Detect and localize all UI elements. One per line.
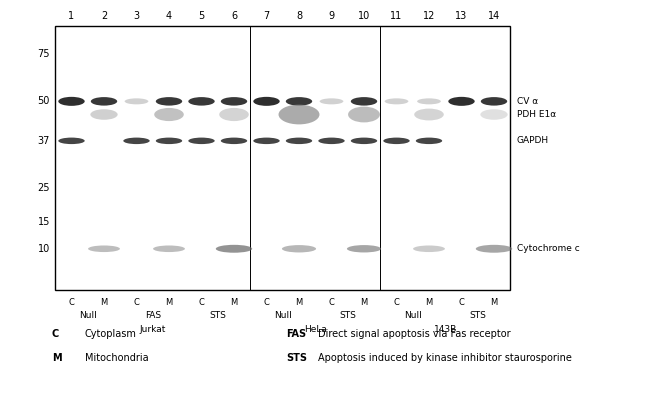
Text: 6: 6 <box>231 11 237 21</box>
Text: M: M <box>100 298 108 307</box>
Text: 4: 4 <box>166 11 172 21</box>
Text: M: M <box>230 298 238 307</box>
Ellipse shape <box>385 98 408 104</box>
Ellipse shape <box>416 138 442 144</box>
Text: 25: 25 <box>38 183 50 193</box>
Text: STS: STS <box>339 311 356 320</box>
Text: 7: 7 <box>263 11 270 21</box>
Text: C: C <box>198 298 205 307</box>
Text: C: C <box>458 298 465 307</box>
Text: PDH E1α: PDH E1α <box>517 110 556 119</box>
Ellipse shape <box>91 97 117 106</box>
Ellipse shape <box>58 138 84 144</box>
Text: 9: 9 <box>328 11 335 21</box>
Ellipse shape <box>476 245 512 253</box>
Text: 2: 2 <box>101 11 107 21</box>
Text: Mitochondria: Mitochondria <box>84 354 148 363</box>
Text: Cytochrome c: Cytochrome c <box>517 244 580 253</box>
Text: GAPDH: GAPDH <box>517 136 549 145</box>
Ellipse shape <box>414 109 444 120</box>
Ellipse shape <box>221 138 247 144</box>
Text: M: M <box>360 298 368 307</box>
Ellipse shape <box>286 138 312 144</box>
Ellipse shape <box>320 98 343 104</box>
Text: STS: STS <box>469 311 486 320</box>
Text: STS: STS <box>286 354 307 363</box>
Ellipse shape <box>481 97 507 106</box>
Ellipse shape <box>254 97 280 106</box>
Ellipse shape <box>351 97 377 106</box>
Ellipse shape <box>286 97 312 106</box>
Text: 15: 15 <box>38 217 50 228</box>
Text: Direct signal apoptosis via Fas receptor: Direct signal apoptosis via Fas receptor <box>318 329 511 339</box>
Text: STS: STS <box>209 311 226 320</box>
Ellipse shape <box>58 97 84 106</box>
Text: Null: Null <box>404 311 422 320</box>
Ellipse shape <box>278 104 320 124</box>
Ellipse shape <box>219 108 249 121</box>
Ellipse shape <box>125 98 148 104</box>
Text: C: C <box>393 298 400 307</box>
Text: HeLa: HeLa <box>304 325 327 334</box>
Text: 37: 37 <box>38 136 50 146</box>
Ellipse shape <box>153 245 185 252</box>
Ellipse shape <box>156 138 182 144</box>
Ellipse shape <box>188 97 215 106</box>
Ellipse shape <box>216 245 252 253</box>
Text: M: M <box>295 298 303 307</box>
Ellipse shape <box>318 138 344 144</box>
Text: C: C <box>263 298 270 307</box>
Ellipse shape <box>282 245 316 252</box>
Text: Null: Null <box>79 311 97 320</box>
Text: 14: 14 <box>488 11 500 21</box>
Text: C: C <box>52 329 59 339</box>
Text: 13: 13 <box>456 11 467 21</box>
Ellipse shape <box>413 245 445 252</box>
Ellipse shape <box>351 138 377 144</box>
Text: CV α: CV α <box>517 97 538 106</box>
Text: M: M <box>490 298 498 307</box>
Ellipse shape <box>154 108 184 121</box>
Ellipse shape <box>448 97 474 106</box>
Text: 143B: 143B <box>434 325 457 334</box>
Text: Jurkat: Jurkat <box>140 325 166 334</box>
Ellipse shape <box>384 138 410 144</box>
Ellipse shape <box>480 109 508 120</box>
Text: 10: 10 <box>38 244 50 254</box>
Ellipse shape <box>188 138 215 144</box>
Text: C: C <box>328 298 335 307</box>
Text: 12: 12 <box>422 11 436 21</box>
Text: M: M <box>165 298 173 307</box>
Ellipse shape <box>254 138 280 144</box>
Text: FAS: FAS <box>286 329 306 339</box>
Ellipse shape <box>88 245 120 252</box>
FancyBboxPatch shape <box>55 26 510 290</box>
Text: 11: 11 <box>391 11 402 21</box>
Text: M: M <box>425 298 433 307</box>
Ellipse shape <box>124 138 150 144</box>
Ellipse shape <box>90 109 118 120</box>
Text: C: C <box>68 298 75 307</box>
Text: 50: 50 <box>38 96 50 107</box>
Ellipse shape <box>417 98 441 104</box>
Text: Cytoplasm: Cytoplasm <box>84 329 136 339</box>
Text: Null: Null <box>274 311 292 320</box>
Ellipse shape <box>221 97 247 106</box>
Text: FAS: FAS <box>145 311 161 320</box>
Text: Apoptosis induced by kinase inhibitor staurosporine: Apoptosis induced by kinase inhibitor st… <box>318 354 573 363</box>
Ellipse shape <box>348 107 380 122</box>
Text: 8: 8 <box>296 11 302 21</box>
Text: 10: 10 <box>358 11 370 21</box>
Text: 3: 3 <box>133 11 140 21</box>
Text: 75: 75 <box>38 49 50 59</box>
Text: M: M <box>52 354 62 363</box>
Ellipse shape <box>156 97 182 106</box>
Text: 1: 1 <box>68 11 75 21</box>
Text: C: C <box>133 298 140 307</box>
Text: 5: 5 <box>198 11 205 21</box>
Ellipse shape <box>347 245 381 252</box>
